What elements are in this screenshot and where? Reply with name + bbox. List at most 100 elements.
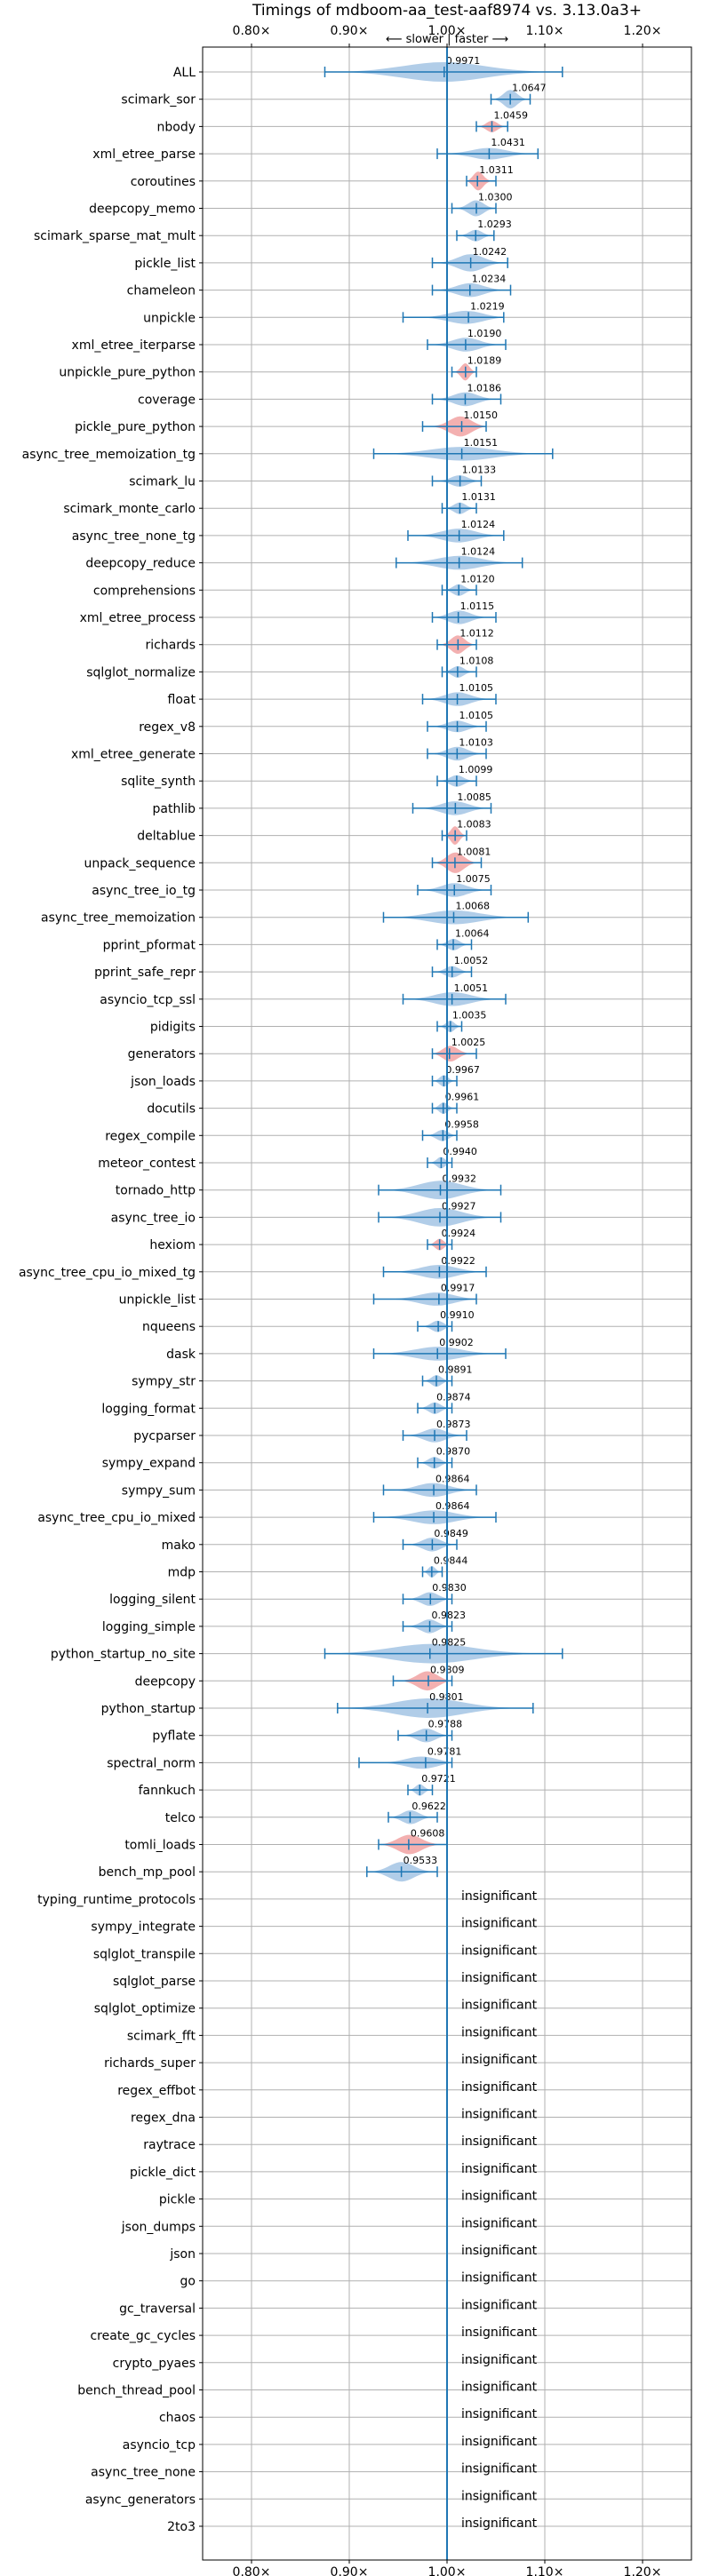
- benchmark-label: sqlglot_optimize: [94, 2002, 196, 2016]
- benchmark-label: json_loads: [130, 1075, 196, 1089]
- benchmark-label: async_generators: [85, 2493, 196, 2507]
- benchmark-label: pyflate: [152, 1729, 196, 1744]
- value-label: 0.9971: [446, 55, 481, 67]
- benchmark-label: create_gc_cycles: [90, 2329, 196, 2343]
- benchmark-label: sqlglot_normalize: [86, 665, 196, 680]
- benchmark-label: deepcopy_memo: [89, 203, 196, 217]
- benchmark-label: json: [169, 2247, 196, 2262]
- value-label: 1.0120: [460, 573, 495, 584]
- insignificant-label: insignificant: [461, 2271, 538, 2286]
- value-label: 1.0234: [472, 274, 507, 285]
- benchmark-label: pickle_list: [134, 257, 196, 271]
- violin-marks: 0.9971 1.0647 1.0459 1.0431 1.0311 1.0300 1.02…: [324, 55, 563, 2531]
- value-label: 0.9864: [435, 1473, 470, 1484]
- value-label: 1.0108: [459, 655, 494, 666]
- benchmark-label: sympy_expand: [102, 1457, 196, 1471]
- benchmark-label: scimark_monte_carlo: [63, 502, 196, 516]
- value-label: 1.0025: [451, 1037, 486, 1048]
- benchmark-label: json_dumps: [121, 2220, 196, 2234]
- value-label: 1.0190: [467, 328, 502, 339]
- value-label: 1.0459: [493, 109, 528, 121]
- benchmark-label: fannkuch: [139, 1784, 196, 1798]
- benchmark-label: 2to3: [167, 2520, 196, 2534]
- benchmark-label: async_tree_none: [91, 2466, 196, 2480]
- value-label: 0.9721: [421, 1773, 456, 1785]
- benchmark-label: regex_compile: [105, 1129, 196, 1143]
- benchmark-label: deepcopy: [135, 1674, 196, 1689]
- value-label: 1.0051: [454, 982, 489, 994]
- benchmark-label: pickle_pure_python: [75, 420, 196, 434]
- benchmark-label: scimark_fft: [127, 2029, 196, 2043]
- value-label: 0.9891: [438, 1364, 473, 1376]
- value-label: 0.9967: [445, 1064, 480, 1076]
- benchmark-label: python_startup_no_site: [51, 1648, 196, 1662]
- insignificant-label: insignificant: [461, 2407, 538, 2421]
- insignificant-label: insignificant: [461, 2462, 538, 2477]
- benchmark-label: xml_etree_iterparse: [72, 338, 196, 353]
- benchmark-label: bench_mp_pool: [99, 1865, 196, 1880]
- value-label: 1.0124: [461, 519, 496, 530]
- value-label: 1.0242: [473, 246, 507, 258]
- value-label: 1.0189: [467, 355, 502, 367]
- benchmark-label: deepcopy_reduce: [85, 557, 196, 571]
- value-label: 1.0035: [452, 1010, 486, 1022]
- benchmark-label: asyncio_tcp: [123, 2438, 196, 2453]
- value-label: 1.0081: [457, 846, 491, 857]
- benchmark-label: unpack_sequence: [84, 856, 196, 871]
- x-tick-label-bottom: 0.80×: [233, 2565, 271, 2576]
- benchmark-label: regex_dna: [131, 2111, 196, 2126]
- benchmark-label: dask: [166, 1348, 196, 1362]
- benchmark-label: mdp: [168, 1566, 196, 1580]
- insignificant-label: insignificant: [461, 2135, 538, 2149]
- value-label: 1.0105: [459, 682, 494, 694]
- value-label: 1.0293: [477, 219, 512, 230]
- benchmark-label: async_tree_none_tg: [72, 529, 196, 544]
- benchmark-label: pidigits: [150, 1021, 196, 1035]
- value-label: 0.9874: [436, 1391, 471, 1403]
- insignificant-label: insignificant: [461, 1889, 538, 1904]
- insignificant-label: insignificant: [461, 2216, 538, 2230]
- value-label: 1.0068: [455, 901, 490, 912]
- value-label: 1.0131: [461, 491, 496, 503]
- insignificant-label: insignificant: [461, 2489, 538, 2503]
- value-label: 0.9788: [428, 1719, 463, 1730]
- benchmark-label: regex_v8: [139, 720, 196, 735]
- value-label: 0.9781: [427, 1745, 462, 1757]
- value-label: 1.0112: [459, 628, 494, 640]
- benchmark-label: unpickle_pure_python: [59, 366, 196, 380]
- benchmark-label: tomli_loads: [124, 1839, 196, 1853]
- x-tick-label-bottom: 0.90×: [331, 2565, 369, 2576]
- benchmark-label: pprint_pformat: [103, 938, 196, 952]
- benchmark-label: tornado_http: [116, 1184, 196, 1198]
- benchmark-label: async_tree_io_tg: [92, 884, 196, 898]
- benchmark-label: comprehensions: [93, 584, 196, 598]
- benchmark-label: regex_effbot: [117, 2084, 196, 2098]
- value-label: 0.9870: [436, 1446, 471, 1458]
- benchmark-label: go: [180, 2275, 196, 2289]
- value-label: 0.9927: [442, 1200, 475, 1212]
- x-tick-label-top: 1.10×: [526, 24, 564, 38]
- insignificant-label: insignificant: [461, 2080, 538, 2095]
- value-label: 0.9922: [441, 1255, 475, 1267]
- benchmark-label: logging_format: [101, 1402, 196, 1416]
- value-label: 1.0115: [460, 600, 495, 612]
- insignificant-label: insignificant: [461, 1944, 538, 1958]
- value-label: 1.0052: [454, 955, 488, 966]
- value-label: 0.9873: [436, 1419, 471, 1430]
- benchmark-label: asyncio_tcp_ssl: [100, 993, 196, 1007]
- value-label: 1.0099: [459, 764, 493, 775]
- benchmark-label: coverage: [138, 393, 196, 407]
- x-axis-ticks: 0.80× 0.80× 0.90× 0.90× 1.00× 1.00× 1.10× 1.10×…: [199, 24, 661, 2576]
- benchmark-label: chaos: [159, 2411, 196, 2425]
- value-label: 0.9902: [439, 1337, 473, 1348]
- x-tick-label-bottom: 1.20×: [624, 2565, 662, 2576]
- x-tick-label-bottom: 1.10×: [526, 2565, 564, 2576]
- insignificant-label: insignificant: [461, 2353, 538, 2367]
- value-label: 0.9961: [445, 1092, 479, 1103]
- value-label: 1.0151: [464, 437, 499, 449]
- value-label: 1.0150: [464, 409, 499, 421]
- x-tick-label-top: 0.80×: [233, 24, 271, 38]
- x-tick-label-top: 1.00×: [428, 24, 467, 38]
- value-label: 1.0085: [457, 791, 491, 803]
